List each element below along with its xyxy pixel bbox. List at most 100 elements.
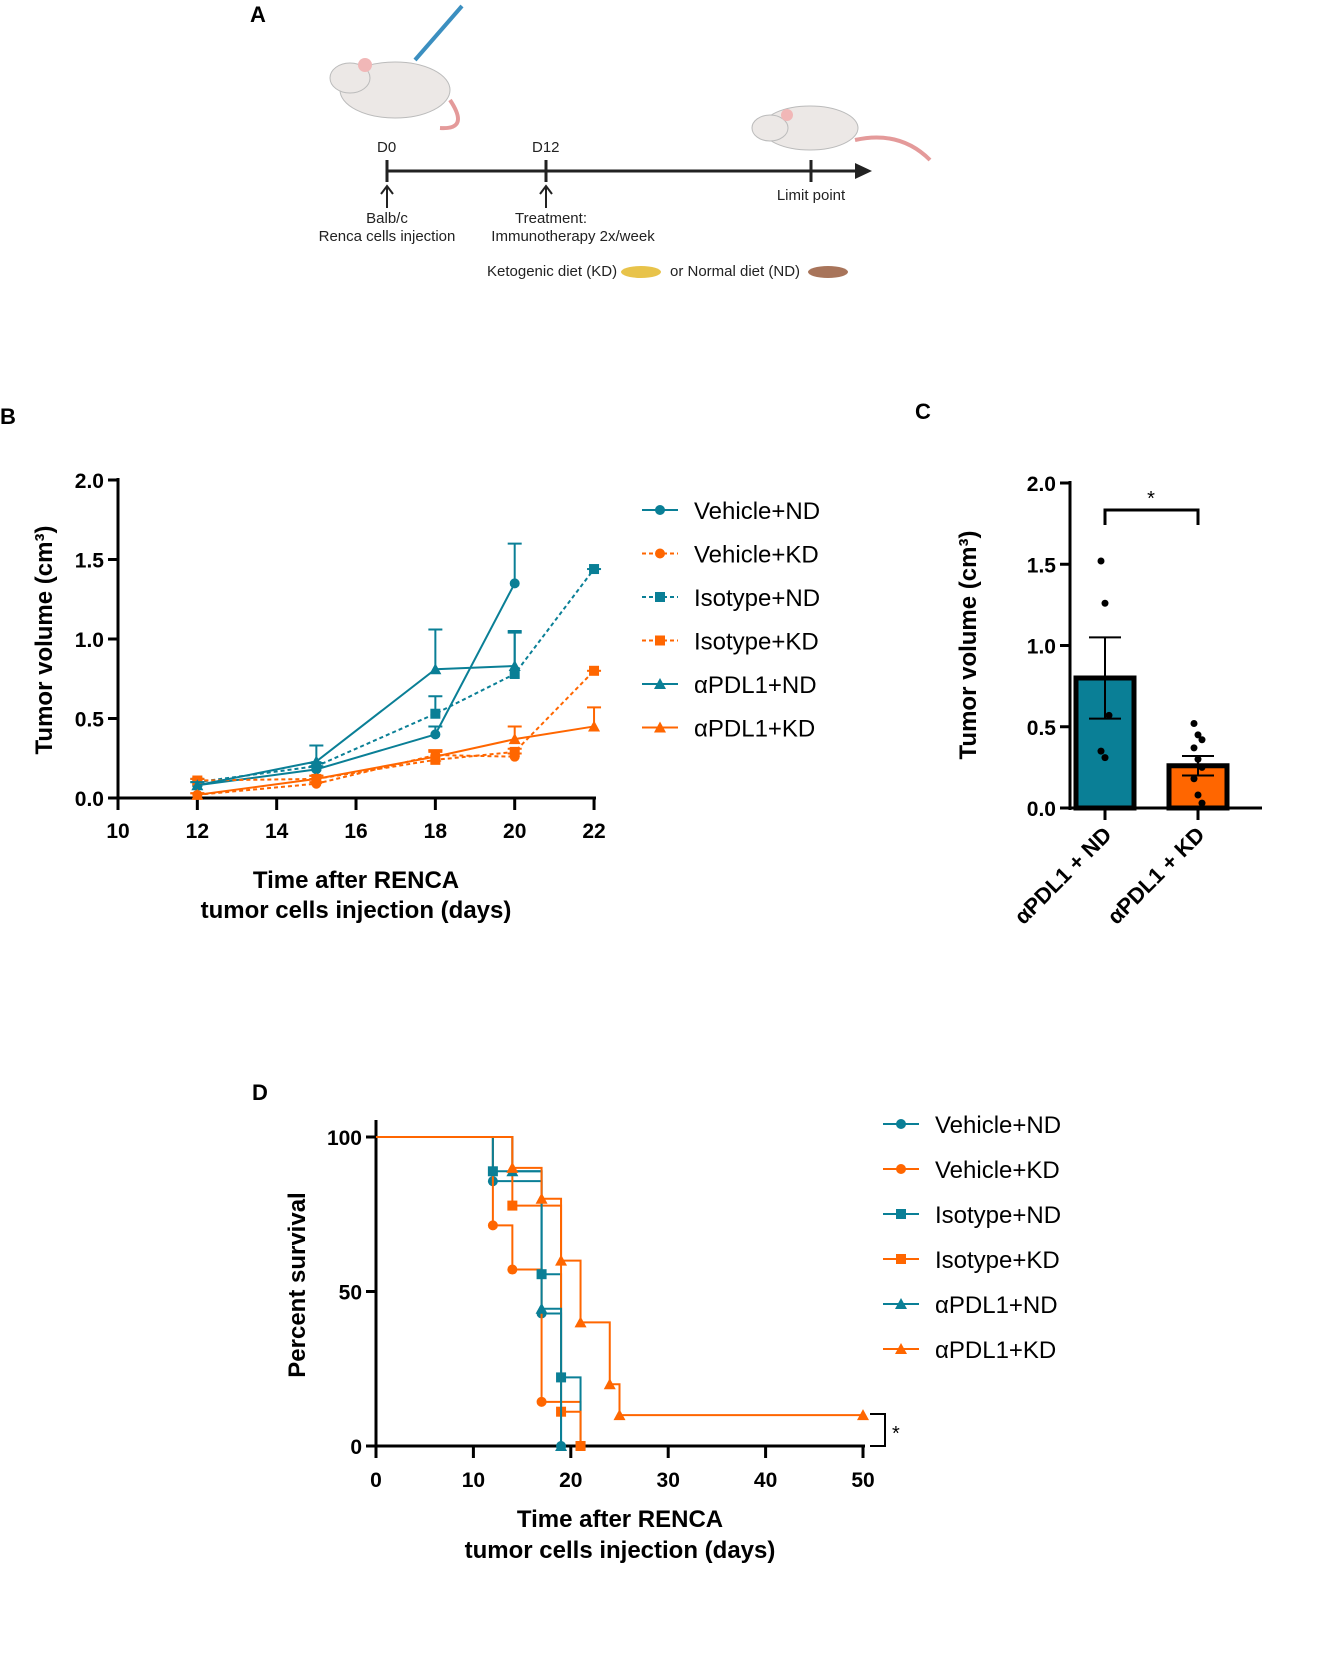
y-tick-label: 2.0 bbox=[75, 470, 104, 493]
legend-label: Vehicle+KD bbox=[694, 542, 819, 569]
data-point bbox=[1097, 747, 1105, 755]
x-tick-label: 16 bbox=[344, 820, 367, 843]
legend-item: Isotype+KD bbox=[883, 1247, 1060, 1274]
series-Isotype+ND bbox=[190, 564, 602, 788]
marker-triangle bbox=[191, 788, 204, 800]
legend-item: Vehicle+ND bbox=[642, 498, 820, 525]
marker-square bbox=[575, 1441, 586, 1451]
data-point bbox=[1198, 763, 1206, 771]
y-tick-label: 0.0 bbox=[1027, 798, 1056, 821]
data-point bbox=[1194, 791, 1202, 799]
legend-label: Vehicle+ND bbox=[694, 498, 820, 525]
legend-label: αPDL1+ND bbox=[694, 672, 817, 699]
injection-label-2: Renca cells injection bbox=[319, 228, 456, 245]
injection-label-1: Balb/c bbox=[366, 210, 408, 227]
legend-item: Vehicle+ND bbox=[883, 1112, 1061, 1139]
error-bar bbox=[1089, 636, 1121, 720]
marker-triangle bbox=[429, 663, 442, 675]
y-tick-label: 0 bbox=[350, 1436, 362, 1459]
significance-label: * bbox=[892, 1423, 900, 1445]
kd-label: Ketogenic diet (KD) bbox=[487, 263, 617, 280]
limit-point-label: Limit point bbox=[777, 187, 846, 204]
y-tick-label: 0.5 bbox=[75, 709, 105, 732]
marker-circle bbox=[487, 1220, 498, 1231]
panel-label-a: A bbox=[250, 2, 266, 27]
y-tick-label: 0.0 bbox=[75, 788, 104, 811]
panel-label-c: C bbox=[915, 399, 931, 424]
panel-d-chart: 0 50 100 0 10 20 30 40 50 Time after RENCA tumor c… bbox=[284, 1112, 1061, 1564]
legend-label: Isotype+ND bbox=[935, 1202, 1061, 1229]
series-αPDL1+KD bbox=[376, 1136, 869, 1421]
y-tick-label: 1.0 bbox=[75, 629, 104, 652]
x-tick-label: 20 bbox=[559, 1469, 582, 1492]
x-tick-label: 40 bbox=[754, 1469, 777, 1492]
data-point bbox=[1190, 744, 1198, 752]
y-tick-label: 0.5 bbox=[1027, 717, 1057, 740]
survival-curve bbox=[376, 1136, 563, 1446]
series-Isotype+ND bbox=[376, 1136, 586, 1451]
x-tick-label: 18 bbox=[424, 820, 448, 843]
x-tick-label: 10 bbox=[462, 1469, 485, 1492]
marker-circle bbox=[430, 729, 441, 740]
nd-food-icon bbox=[808, 266, 848, 278]
y-axis-title: Percent survival bbox=[284, 1192, 311, 1377]
panel-a: A D0 D12 Limit point Balb/c Renca cells … bbox=[250, 2, 932, 280]
mouse-injection-icon bbox=[329, 4, 464, 131]
marker-triangle bbox=[588, 720, 601, 732]
survival-curve bbox=[376, 1136, 582, 1446]
marker-circle bbox=[655, 505, 665, 515]
marker-square bbox=[509, 668, 520, 679]
significance-bracket bbox=[1103, 508, 1200, 525]
marker-triangle bbox=[654, 678, 666, 689]
survival-curve bbox=[376, 1136, 582, 1446]
marker-square bbox=[655, 635, 665, 646]
marker-triangle bbox=[857, 1409, 869, 1421]
marker-circle bbox=[655, 548, 665, 559]
x-tick-label: 50 bbox=[851, 1469, 874, 1492]
series-Isotype+KD bbox=[190, 665, 602, 786]
legend-label: αPDL1+KD bbox=[694, 716, 815, 743]
marker-circle bbox=[509, 578, 520, 589]
y-tick-label: 100 bbox=[327, 1127, 362, 1150]
legend-label: Isotype+KD bbox=[935, 1247, 1060, 1274]
legend-label: Isotype+KD bbox=[694, 629, 819, 656]
significance-label: * bbox=[1147, 488, 1155, 510]
legend-label: αPDL1+ND bbox=[935, 1292, 1058, 1319]
data-point bbox=[1105, 711, 1113, 719]
survival-curve bbox=[376, 1136, 563, 1446]
x-tick-label: 14 bbox=[265, 820, 289, 843]
legend-label: αPDL1+KD bbox=[935, 1337, 1056, 1364]
marker-triangle bbox=[310, 755, 323, 767]
x-axis-title: Time after RENCA bbox=[253, 867, 459, 894]
data-point bbox=[1097, 557, 1105, 565]
marker-triangle bbox=[535, 1192, 548, 1204]
x-axis-title: tumor cells injection (days) bbox=[465, 1537, 776, 1564]
legend-label: Isotype+ND bbox=[694, 585, 820, 612]
legend-label: Vehicle+KD bbox=[935, 1157, 1060, 1184]
marker-square bbox=[589, 564, 600, 575]
series-Isotype+KD bbox=[376, 1136, 586, 1451]
legend-item: αPDL1+KD bbox=[883, 1337, 1056, 1364]
marker-circle bbox=[896, 1119, 906, 1129]
legend-item: αPDL1+ND bbox=[642, 672, 817, 699]
survival-curve bbox=[376, 1136, 863, 1417]
legend-item: Vehicle+KD bbox=[883, 1157, 1060, 1184]
legend-label: Vehicle+ND bbox=[935, 1112, 1061, 1139]
x-tick-label: 0 bbox=[370, 1469, 382, 1492]
treatment-label-1: Treatment: bbox=[515, 210, 587, 227]
x-tick-label: αPDL1 + KD bbox=[1102, 822, 1209, 929]
legend-item: Vehicle+KD bbox=[642, 542, 819, 569]
x-tick-label: 20 bbox=[503, 820, 526, 843]
error-bar bbox=[428, 628, 443, 670]
marker-triangle bbox=[429, 750, 442, 762]
marker-circle bbox=[507, 1264, 518, 1275]
x-tick-label: αPDL1 + ND bbox=[1009, 822, 1116, 929]
series-line bbox=[197, 582, 516, 787]
y-tick-label: 1.5 bbox=[1027, 554, 1057, 577]
marker-square bbox=[589, 665, 600, 676]
mouse-endpoint-icon bbox=[751, 105, 932, 162]
panel-b-chart: 0.0 0.5 1.0 1.5 2.0 10 12 14 16 18 20 22 Time after … bbox=[31, 470, 820, 924]
series-line bbox=[197, 725, 595, 796]
